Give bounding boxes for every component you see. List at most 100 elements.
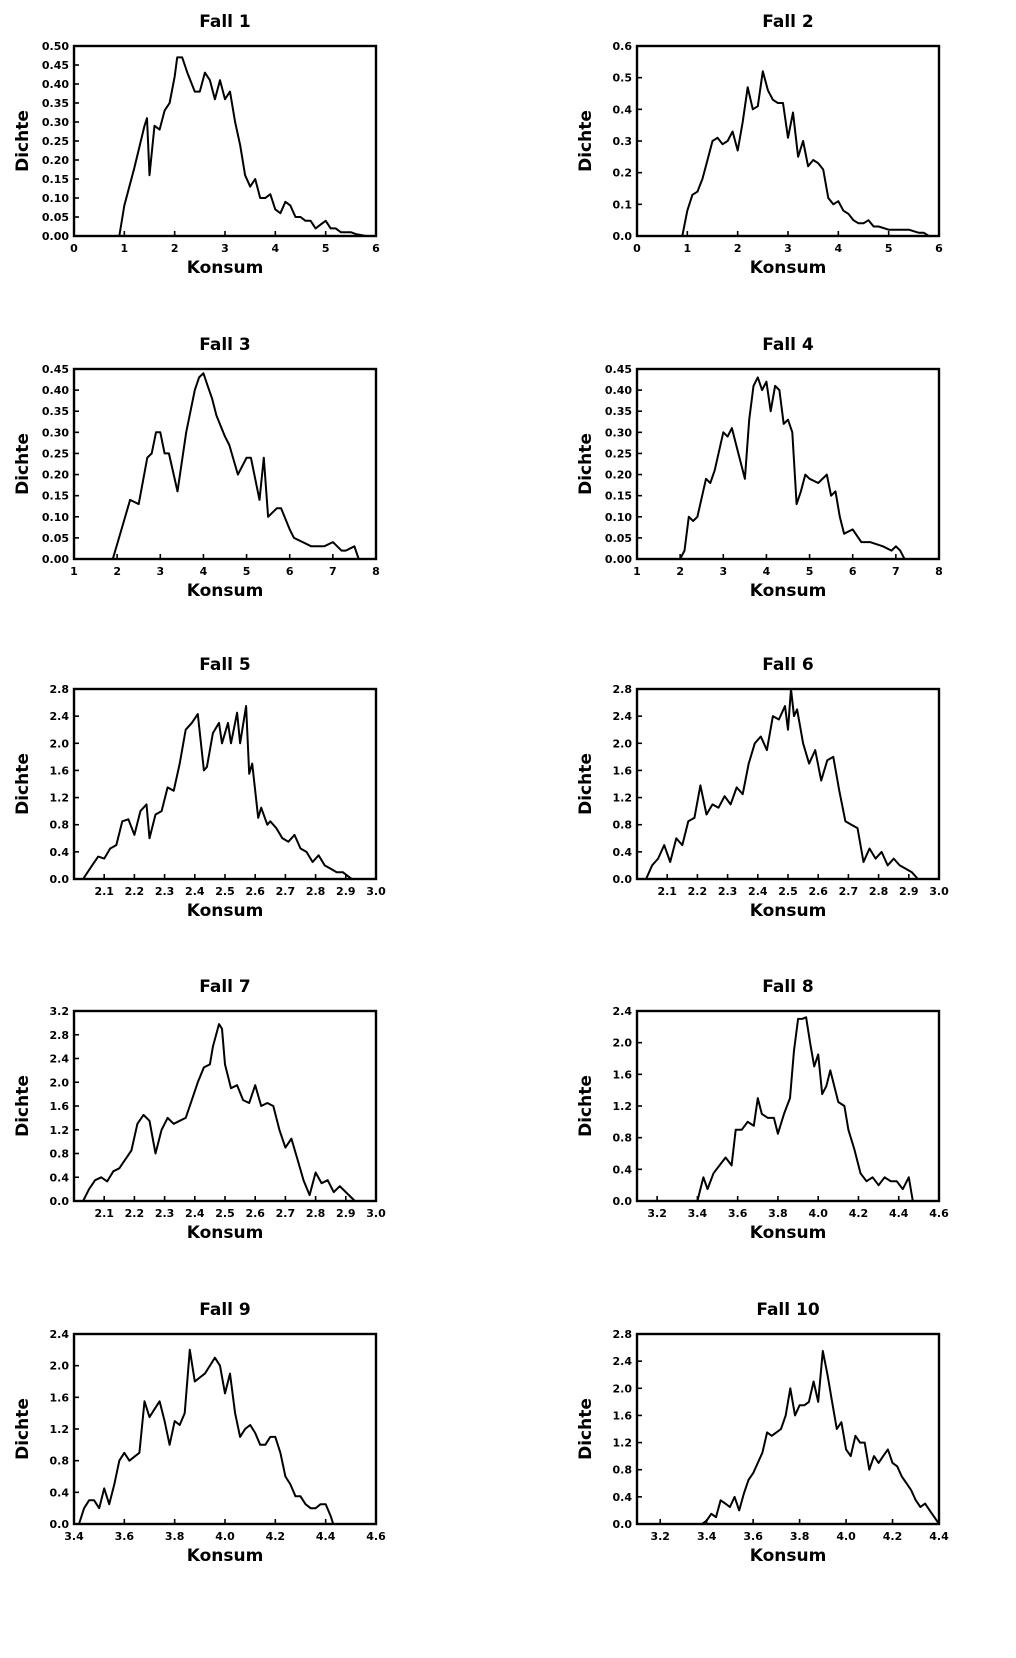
chart-title: Fall 5: [199, 655, 251, 675]
chart-panel-1: Fall 1 0.00 0.05 0.10 0.15 0.20 0.25 0.30 0.35 0.…: [13, 12, 380, 278]
x-axis-label: Konsum: [187, 901, 264, 921]
y-tick-label: 0.4: [613, 1163, 633, 1176]
chart-panel-4: Fall 4 0.00 0.05 0.10 0.15 0.20 0.25 0.30 0.35 0.…: [576, 335, 943, 601]
x-tick-label: 3.0: [366, 885, 386, 898]
y-tick-label: 2.4: [613, 1005, 633, 1018]
x-tick-label: 3.0: [366, 1207, 386, 1220]
x-tick-label: 2.9: [336, 885, 356, 898]
density-line: [696, 1016, 914, 1202]
y-tick-label: 0.4: [613, 1491, 633, 1504]
x-tick-label: 4.2: [883, 1530, 903, 1543]
x-tick-label: 2.6: [808, 885, 828, 898]
y-tick-label: 0.20: [42, 154, 69, 167]
y-tick-label: 0.8: [50, 1148, 70, 1161]
x-tick-label: 3.8: [768, 1207, 788, 1220]
x-tick-label: 4.0: [808, 1207, 828, 1220]
y-axis-label: Dichte: [576, 110, 596, 172]
y-tick-label: 0.8: [50, 1455, 70, 1468]
y-tick-label: 1.2: [50, 1124, 70, 1137]
y-tick-label: 0.8: [50, 819, 70, 832]
y-tick-label: 0.45: [605, 363, 632, 376]
y-tick-label: 0.50: [42, 40, 69, 53]
y-tick-label: 0.4: [50, 1171, 70, 1184]
x-tick-label: 7: [892, 565, 900, 578]
x-tick-label: 7: [329, 565, 337, 578]
y-tick-label: 1.6: [50, 1391, 70, 1404]
density-line: [681, 70, 930, 237]
y-tick-label: 0.35: [605, 405, 632, 418]
x-tick-label: 2.8: [869, 885, 889, 898]
x-axis-label: Konsum: [750, 1546, 827, 1566]
y-tick-label: 0.0: [613, 1518, 633, 1531]
x-tick-label: 0: [70, 242, 78, 255]
y-tick-label: 2.8: [50, 683, 70, 696]
y-tick-label: 0.40: [605, 384, 632, 397]
x-tick-label: 2.5: [215, 1207, 235, 1220]
x-tick-label: 2.8: [306, 1207, 326, 1220]
x-axis-label: Konsum: [187, 1546, 264, 1566]
x-tick-label: 2.7: [839, 885, 859, 898]
x-tick-label: 4.6: [366, 1530, 386, 1543]
x-tick-label: 2.2: [125, 1207, 144, 1220]
x-tick-label: 5: [885, 242, 893, 255]
y-tick-label: 2.4: [50, 710, 70, 723]
y-tick-label: 2.8: [613, 1328, 633, 1341]
density-line: [645, 688, 919, 880]
x-tick-label: 4.4: [316, 1530, 336, 1543]
x-tick-label: 6: [849, 565, 857, 578]
y-tick-label: 2.0: [50, 1360, 70, 1373]
y-axis-label: Dichte: [13, 433, 33, 495]
x-axis-label: Konsum: [750, 1223, 827, 1243]
x-axis-label: Konsum: [750, 258, 827, 278]
density-line: [82, 1023, 356, 1202]
y-tick-label: 0.4: [50, 846, 70, 859]
x-tick-label: 4: [835, 242, 843, 255]
y-tick-label: 1.6: [50, 764, 70, 777]
x-tick-label: 6: [372, 242, 380, 255]
chart-panel-8: Fall 8 0.0 0.4 0.8 1.2 1.6 2.0 2.4 3.2 3.4 3.6 3.8 4…: [576, 977, 949, 1243]
y-tick-label: 0.0: [50, 1518, 70, 1531]
density-line: [111, 372, 360, 560]
y-tick-label: 2.8: [613, 683, 633, 696]
x-tick-label: 4: [200, 565, 208, 578]
x-tick-label: 3: [156, 565, 164, 578]
x-tick-label: 3.6: [115, 1530, 135, 1543]
plot-frame: [72, 44, 378, 238]
x-axis-label: Konsum: [750, 581, 827, 601]
y-tick-label: 1.2: [50, 1423, 70, 1436]
x-tick-label: 3.2: [650, 1530, 670, 1543]
x-tick-label: 2.6: [245, 885, 265, 898]
chart-title: Fall 8: [762, 977, 814, 997]
y-tick-label: 0.45: [42, 59, 69, 72]
y-tick-label: 0.1: [613, 198, 633, 211]
y-tick-label: 0.0: [613, 230, 633, 243]
y-tick-label: 2.8: [50, 1029, 70, 1042]
x-tick-label: 3.6: [728, 1207, 748, 1220]
x-tick-label: 5: [243, 565, 251, 578]
chart-title: Fall 9: [199, 1300, 251, 1320]
y-axis-label: Dichte: [13, 110, 33, 172]
y-tick-label: 1.6: [613, 764, 633, 777]
x-tick-label: 3.8: [165, 1530, 185, 1543]
y-tick-label: 0.05: [42, 211, 69, 224]
x-tick-label: 2: [171, 242, 179, 255]
x-tick-label: 1: [70, 565, 78, 578]
chart-title: Fall 4: [762, 335, 814, 355]
x-axis-label: Konsum: [750, 901, 827, 921]
y-tick-label: 0.4: [613, 103, 633, 116]
chart-panel-7: Fall 7 0.0 0.4 0.8 1.2 1.6 2.0 2.4 2.8 3.2 2.1 2.2 2…: [13, 977, 386, 1243]
x-axis-label: Konsum: [187, 1223, 264, 1243]
plot-frame: [635, 1332, 941, 1526]
plot-frame: [72, 1009, 378, 1203]
x-tick-label: 2.8: [306, 885, 326, 898]
y-tick-label: 0.5: [613, 72, 633, 85]
x-tick-label: 5: [322, 242, 330, 255]
density-line: [78, 1348, 335, 1525]
plot-frame: [635, 367, 941, 561]
x-tick-label: 1: [684, 242, 692, 255]
y-tick-label: 0.10: [42, 192, 69, 205]
x-tick-label: 2.6: [245, 1207, 265, 1220]
y-tick-label: 0.30: [42, 116, 69, 129]
x-tick-label: 3: [784, 242, 792, 255]
y-tick-label: 0.40: [42, 78, 69, 91]
